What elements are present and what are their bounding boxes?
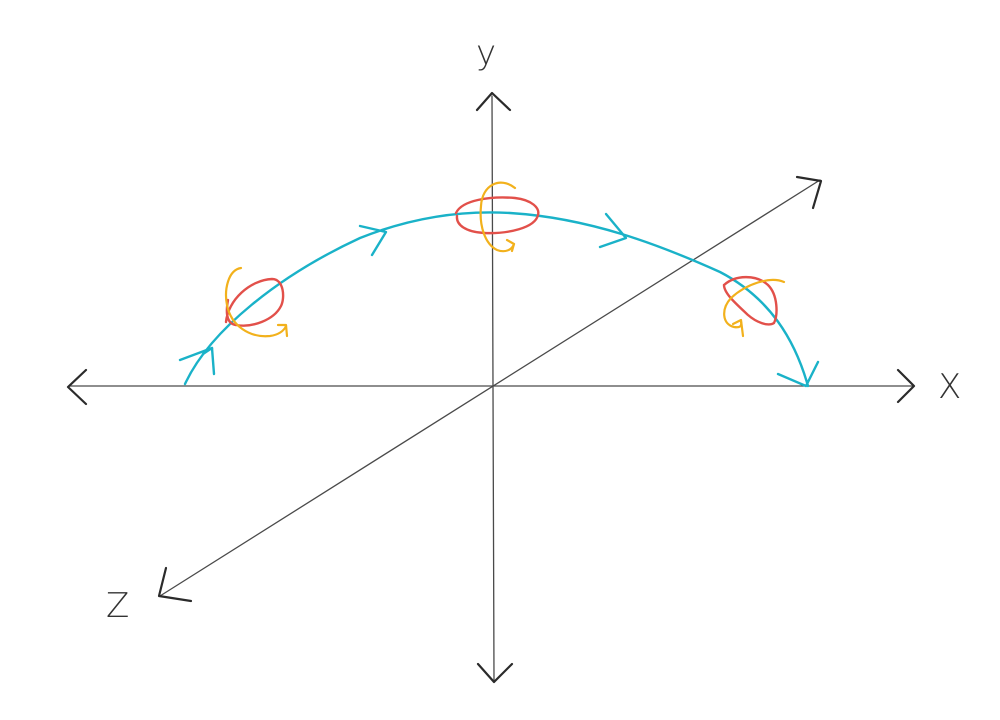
circular-arrow-icon: [479, 181, 517, 253]
y-axis-top-arrowhead: [475, 91, 512, 112]
trajectory-arrow-end: [776, 360, 820, 388]
y-axis-label: y: [476, 33, 496, 73]
rotation-arrowhead-right: [731, 318, 745, 338]
y-axis-line: [491, 95, 495, 681]
trajectory: [178, 211, 820, 388]
y-axis: y: [475, 33, 514, 684]
z-axis: Z: [106, 175, 823, 626]
z-axis-top-arrowhead: [795, 175, 823, 210]
rotating-ring-left: [224, 266, 289, 338]
x-axis-left-arrowhead: [66, 368, 88, 406]
z-axis-line: [159, 179, 821, 597]
trajectory-arrow-2: [358, 224, 388, 257]
x-axis-label: X: [938, 367, 961, 407]
y-axis-bottom-arrowhead: [476, 662, 514, 684]
x-axis-right-arrowhead: [896, 368, 916, 404]
z-axis-label: Z: [106, 586, 129, 626]
ring-top: [454, 196, 540, 235]
trajectory-start-tick: [178, 346, 214, 362]
circular-arrow-icon: [723, 278, 786, 329]
rotation-arrowhead-top: [505, 238, 516, 253]
trajectory-arc: [183, 211, 810, 388]
rotation-arrowhead-left: [276, 323, 289, 338]
ring-left: [224, 277, 285, 327]
ring-right: [722, 275, 778, 326]
x-axis: X: [66, 367, 961, 407]
z-axis-bottom-arrowhead: [157, 566, 193, 603]
trajectory-arrow-3: [598, 212, 628, 249]
rotating-ring-right: [722, 275, 786, 338]
rotating-ring-top: [454, 181, 540, 253]
circular-arrow-icon: [224, 266, 288, 338]
trajectory-arrow-1: [201, 346, 216, 376]
